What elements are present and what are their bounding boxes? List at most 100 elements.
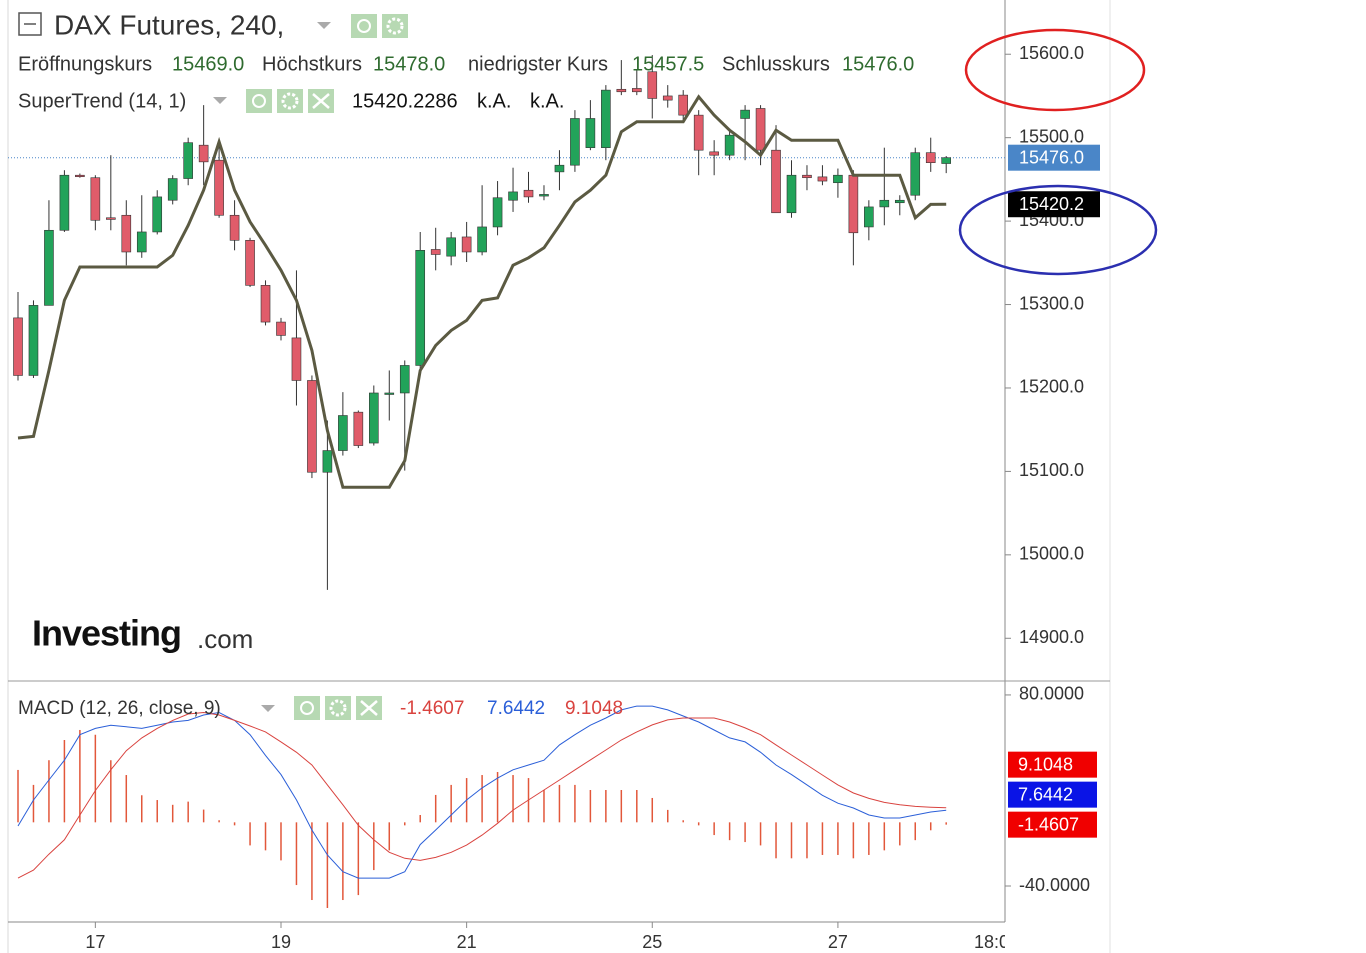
ohlc-label: Eröffnungskurs: [18, 53, 152, 75]
candle-body: [399, 365, 410, 394]
y-tick-label: 15300.0: [1019, 293, 1084, 313]
candle-body: [338, 415, 348, 451]
candle-body: [523, 189, 534, 198]
macd-value: 7.6442: [487, 698, 545, 719]
candle-body: [833, 174, 843, 184]
x-tick-group: 18:00: [974, 932, 1019, 952]
x-tick-label: 25: [642, 932, 662, 952]
candle-body: [198, 144, 209, 163]
candle-body: [817, 176, 828, 182]
eye-icon-glyph: [357, 19, 371, 33]
candle-body: [879, 199, 890, 208]
candle-body: [755, 108, 766, 151]
ohlc-value: 15469.0: [172, 53, 244, 75]
axes: 15600.015500.015400.015300.015200.015100…: [85, 43, 1100, 952]
candle-body: [28, 305, 39, 376]
candle-body: [276, 321, 286, 336]
annotation-circle: [964, 28, 1146, 112]
candle-body: [75, 174, 85, 178]
candle-body: [570, 118, 580, 166]
candle-body: [477, 226, 487, 253]
candle-body: [554, 164, 565, 173]
macd-hist-value: -1.4607: [400, 698, 464, 719]
y-tick-label: 15600.0: [1019, 43, 1084, 63]
candle-body: [647, 71, 658, 99]
candle-body: [260, 285, 271, 323]
ohlc-label: Schlusskurs: [722, 53, 830, 75]
dropdown-arrow[interactable]: [213, 97, 227, 104]
ohlc-label: niedrigster Kurs: [468, 53, 608, 75]
macd-tag: [1008, 811, 1097, 838]
candle-body: [430, 249, 441, 255]
supertrend-na: k.A.: [477, 90, 511, 112]
candle-body: [183, 142, 193, 179]
candle-body: [693, 114, 704, 151]
annotation-circle: [958, 184, 1158, 276]
candle-body: [369, 392, 379, 444]
candle-body: [585, 118, 596, 148]
x-tick-label: 18:00: [974, 932, 1019, 952]
macd-signal-value: 9.1048: [565, 698, 623, 719]
y-tick-label: -40.0000: [1019, 875, 1090, 895]
remove-icon-glyph: [360, 700, 378, 716]
watermark-suffix: .com: [197, 624, 253, 654]
ohlc-label: Höchstkurs: [262, 53, 362, 75]
candle-body: [631, 88, 642, 93]
candle-body: [307, 380, 317, 473]
price-pane: [8, 55, 1005, 590]
candle-body: [539, 194, 549, 197]
candle-body: [229, 214, 240, 241]
candle-body: [848, 174, 859, 234]
supertrend-na: k.A.: [530, 90, 564, 112]
candle-body: [446, 237, 456, 257]
macd-line: [17, 705, 947, 879]
candle-body: [44, 229, 54, 306]
y-tick-label: 14900.0: [1019, 627, 1084, 647]
eye-icon[interactable]: [351, 14, 377, 38]
candle-body: [771, 149, 781, 214]
macd-tag-label: 9.1048: [1018, 754, 1073, 774]
y-tick-label: 15500.0: [1019, 126, 1084, 146]
supertrend-line: [17, 94, 947, 489]
settings-icon-glyph: [329, 699, 347, 717]
y-tick-label: 15000.0: [1019, 544, 1084, 564]
remove-icon-glyph: [312, 93, 330, 109]
candle-body: [802, 174, 812, 179]
settings-icon-glyph: [386, 17, 404, 35]
candle-body: [786, 174, 797, 214]
candle-body: [740, 109, 750, 119]
candle-body: [90, 177, 101, 221]
candle-body: [461, 236, 472, 253]
eye-icon[interactable]: [246, 89, 272, 113]
y-tick-label: 15100.0: [1019, 460, 1084, 480]
candle-body: [492, 197, 503, 228]
dropdown-arrow[interactable]: [317, 22, 331, 29]
dropdown-arrow[interactable]: [261, 705, 275, 712]
ohlc-value: 15457.5: [632, 53, 704, 75]
macd-pane: [17, 705, 947, 908]
candle-body: [214, 159, 224, 216]
x-tick-label: 27: [828, 932, 848, 952]
x-tick-label: 17: [85, 932, 105, 952]
ohlc-value: 15476.0: [842, 53, 914, 75]
candle-body: [167, 178, 178, 201]
candle-body: [121, 214, 132, 253]
candle-body: [13, 317, 23, 376]
ohlc-value: 15478.0: [373, 53, 445, 75]
candle-body: [709, 151, 719, 156]
price-tag: [1008, 144, 1100, 171]
candle-body: [616, 88, 627, 93]
candle-body: [384, 392, 395, 395]
candle-body: [152, 196, 163, 233]
candle-body: [136, 231, 147, 253]
candle-body: [59, 174, 70, 231]
candle-body: [662, 95, 673, 101]
collapse-icon[interactable]: [18, 12, 42, 36]
candle-body: [415, 250, 426, 366]
eye-icon[interactable]: [294, 696, 320, 720]
candle-body: [601, 89, 611, 148]
macd-tag: [1008, 751, 1097, 778]
